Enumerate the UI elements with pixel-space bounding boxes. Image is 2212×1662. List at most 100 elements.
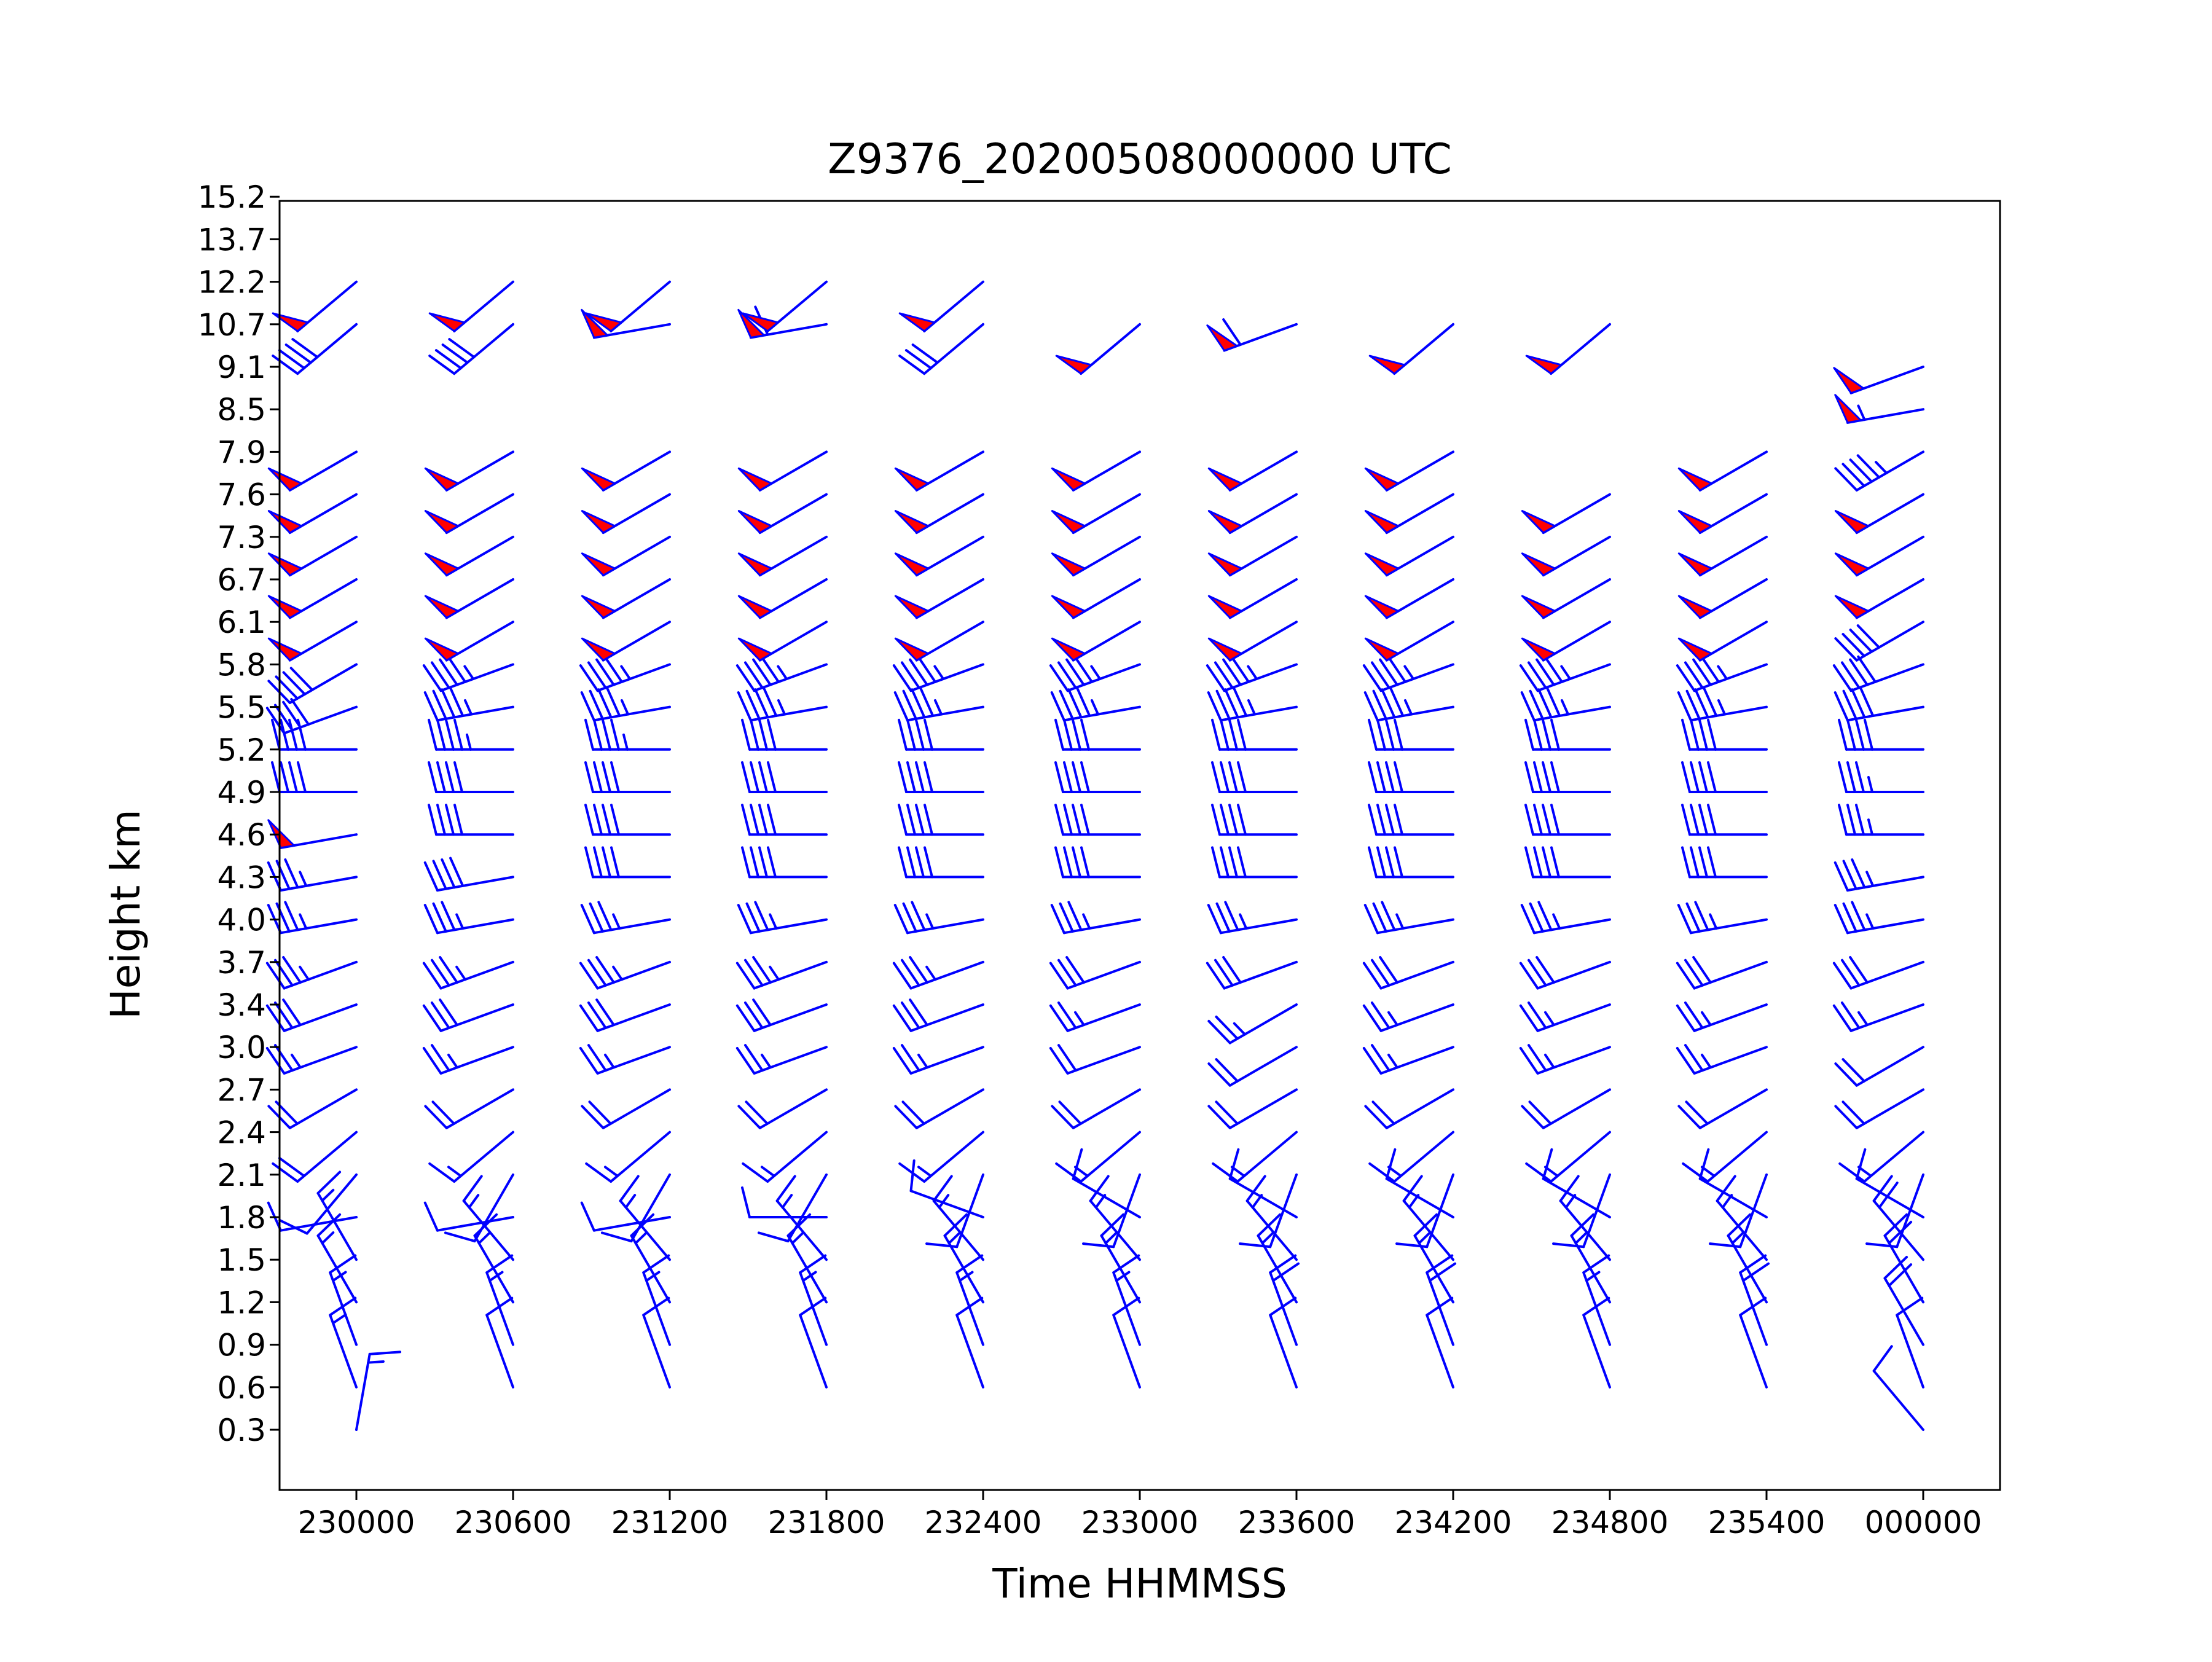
wind-barb bbox=[265, 998, 358, 1032]
wind-barb bbox=[423, 686, 514, 722]
wind-barb bbox=[1206, 955, 1298, 990]
wind-barb bbox=[1054, 804, 1141, 836]
y-tick-label: 4.0 bbox=[217, 903, 266, 938]
wind-barb bbox=[1228, 1148, 1298, 1218]
wind-barb bbox=[444, 1173, 514, 1243]
wind-barb bbox=[1520, 686, 1611, 722]
y-tick-label: 8.5 bbox=[217, 392, 266, 428]
wind-barb bbox=[735, 1044, 828, 1075]
wind-barb bbox=[1519, 655, 1611, 692]
wind-barb bbox=[1832, 955, 1924, 990]
wind-barb bbox=[1834, 535, 1924, 577]
wind-barb bbox=[1834, 394, 1924, 424]
wind-barb bbox=[1552, 1173, 1611, 1248]
wind-barb bbox=[462, 1175, 514, 1261]
wind-barb bbox=[1681, 804, 1768, 836]
wind-barb bbox=[424, 450, 514, 492]
wind-barb bbox=[1207, 450, 1298, 492]
wind-barb bbox=[1368, 846, 1454, 879]
wind-barb bbox=[271, 718, 358, 751]
wind-barb bbox=[898, 280, 984, 332]
y-tick-label: 9.1 bbox=[217, 350, 266, 385]
wind-barb bbox=[1677, 686, 1768, 722]
wind-barb bbox=[1207, 493, 1298, 535]
wind-barb bbox=[424, 535, 514, 577]
wind-barb bbox=[1524, 761, 1611, 793]
wind-barb bbox=[1207, 1003, 1298, 1045]
wind-barb bbox=[1872, 1345, 1924, 1431]
wind-barb bbox=[1207, 1088, 1298, 1129]
y-tick-label: 0.9 bbox=[217, 1328, 266, 1363]
wind-barb bbox=[579, 1044, 671, 1075]
wind-barb bbox=[894, 535, 984, 577]
barb-column bbox=[265, 280, 402, 1431]
wind-barb bbox=[1054, 846, 1141, 879]
wind-barb bbox=[893, 901, 984, 935]
wind-barb bbox=[898, 718, 984, 751]
wind-barb bbox=[1368, 323, 1454, 375]
wind-barb bbox=[1212, 1131, 1298, 1183]
wind-barb bbox=[1896, 1296, 1924, 1389]
wind-barb bbox=[1524, 718, 1611, 751]
wind-barb bbox=[581, 621, 671, 662]
barb-column bbox=[1206, 318, 1300, 1389]
x-tick-label: 233000 bbox=[1081, 1505, 1199, 1540]
wind-barb bbox=[619, 1175, 671, 1261]
wind-barb bbox=[1055, 1131, 1141, 1183]
barb-column bbox=[1676, 450, 1770, 1389]
wind-barb bbox=[1834, 858, 1924, 892]
wind-barb bbox=[584, 846, 671, 879]
wind-barb bbox=[1676, 1044, 1768, 1075]
wind-barb bbox=[642, 1254, 671, 1346]
y-tick-label: 0.3 bbox=[217, 1413, 266, 1448]
wind-barb bbox=[932, 1175, 984, 1261]
wind-barb bbox=[1049, 655, 1141, 692]
wind-barb bbox=[316, 1170, 358, 1261]
wind-barb bbox=[742, 280, 828, 332]
wind-barb bbox=[424, 578, 514, 619]
wind-barb bbox=[1677, 1088, 1768, 1129]
wind-barb bbox=[1520, 901, 1611, 935]
y-axis-label: Height km bbox=[102, 809, 149, 1019]
wind-barb bbox=[894, 1088, 984, 1129]
y-tick-label: 0.6 bbox=[217, 1370, 266, 1406]
wind-barb bbox=[1519, 955, 1611, 990]
wind-barb bbox=[737, 1088, 828, 1129]
wind-barb bbox=[423, 856, 514, 892]
x-tick-label: 231200 bbox=[611, 1505, 729, 1540]
wind-barb bbox=[278, 1173, 358, 1235]
y-tick-label: 4.6 bbox=[217, 817, 266, 853]
wind-barb bbox=[316, 1213, 358, 1304]
wind-barb bbox=[1676, 955, 1768, 990]
wind-barb bbox=[1049, 955, 1141, 990]
wind-barb bbox=[1709, 1173, 1768, 1248]
wind-barb bbox=[265, 955, 358, 990]
wind-barb bbox=[1368, 804, 1454, 836]
wind-barb bbox=[355, 1350, 402, 1431]
barb-column bbox=[579, 280, 671, 1389]
barb-column bbox=[1832, 366, 1924, 1431]
wind-barb bbox=[1519, 1044, 1611, 1075]
y-tick-label: 2.1 bbox=[217, 1158, 266, 1193]
x-tick-label: 233600 bbox=[1238, 1505, 1355, 1540]
wind-barb bbox=[329, 1254, 358, 1346]
wind-barb bbox=[1050, 686, 1141, 722]
wind-barb bbox=[1542, 1148, 1611, 1218]
wind-barb bbox=[1677, 621, 1768, 662]
wind-barb bbox=[1519, 1001, 1611, 1032]
wind-barb bbox=[1681, 718, 1768, 751]
wind-barb bbox=[1211, 846, 1298, 879]
wind-barb bbox=[893, 686, 984, 722]
y-tick-label: 1.2 bbox=[217, 1285, 266, 1320]
wind-barb bbox=[1269, 1254, 1300, 1346]
wind-barb bbox=[898, 761, 984, 793]
barb-column bbox=[1362, 323, 1457, 1389]
y-tick-label: 6.1 bbox=[217, 605, 266, 640]
axis-ticks-layer: 230000 230600 231200 231800 232400 233000 2336… bbox=[198, 179, 1982, 1540]
wind-barb bbox=[272, 1131, 358, 1183]
wind-barb bbox=[1677, 493, 1768, 535]
wind-barb bbox=[1834, 901, 1924, 935]
